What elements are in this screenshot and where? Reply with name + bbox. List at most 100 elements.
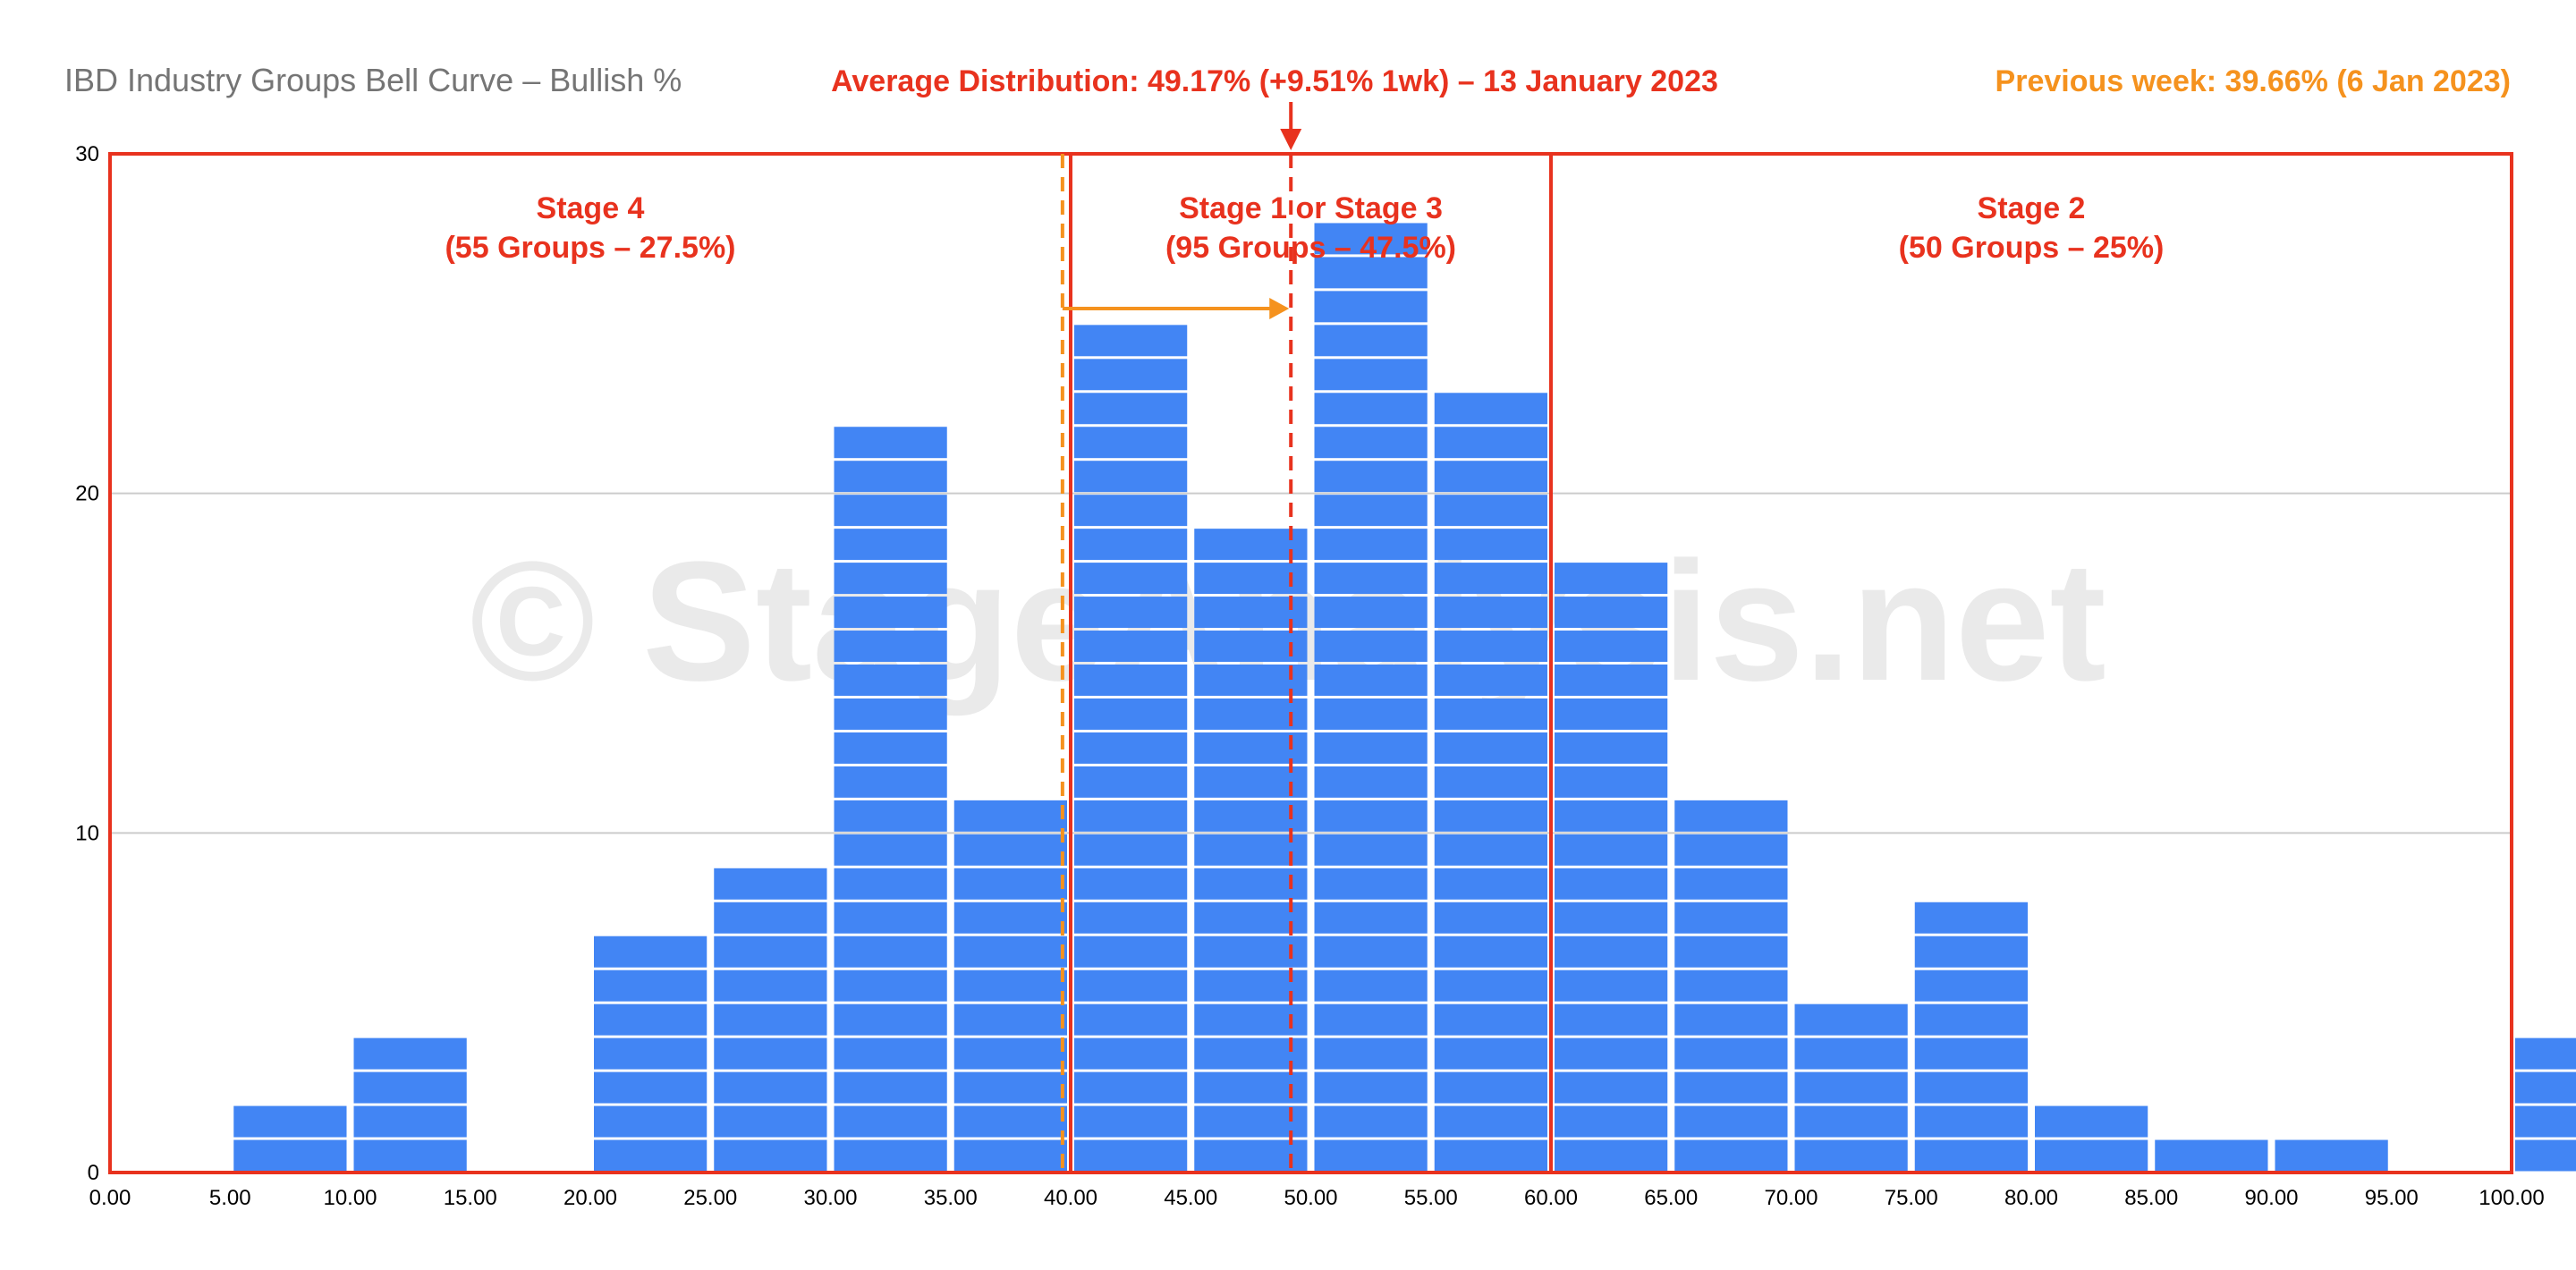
bar-cell <box>1194 1105 1308 1138</box>
bar-cell <box>1555 902 1668 934</box>
bar-cell <box>953 1037 1067 1070</box>
bar-90-95 <box>2275 1139 2388 1172</box>
bar-cell <box>1434 936 1547 968</box>
bar-cell <box>1314 529 1428 561</box>
y-tick-label-20: 20 <box>75 482 99 506</box>
stage-label-1: Stage 4 <box>537 191 645 225</box>
bar-cell <box>1555 969 1668 1002</box>
bar-60-65 <box>1555 563 1668 1172</box>
bar-cell <box>353 1037 467 1070</box>
bar-cell <box>1314 597 1428 629</box>
bar-cell <box>1314 1037 1428 1070</box>
bar-cell <box>1914 1071 2028 1104</box>
bar-cell <box>1074 359 1188 391</box>
bar-cell <box>1434 495 1547 527</box>
bar-cell <box>1314 1139 1428 1172</box>
x-tick-label-75: 75.00 <box>1885 1186 1938 1210</box>
bar-cell <box>1194 1003 1308 1036</box>
bar-cell <box>1074 393 1188 425</box>
bar-10-15 <box>353 1037 467 1172</box>
bar-cell <box>1194 936 1308 968</box>
x-tick-label-0: 0.00 <box>89 1186 131 1210</box>
bar-100-105 <box>2515 1037 2576 1172</box>
bar-cell <box>1434 461 1547 493</box>
bar-cell <box>834 1105 947 1138</box>
bar-cell <box>1555 834 1668 866</box>
bar-cell <box>1914 969 2028 1002</box>
bar-cell <box>594 936 708 968</box>
bar-cell <box>1194 597 1308 629</box>
bar-cell <box>834 800 947 832</box>
bar-cell <box>1074 936 1188 968</box>
bar-cell <box>953 902 1067 934</box>
bar-cell <box>953 834 1067 866</box>
bar-85-90 <box>2155 1139 2268 1172</box>
average-distribution-title: Average Distribution: 49.17% (+9.51% 1wk… <box>831 64 1718 98</box>
bar-cell <box>953 1105 1067 1138</box>
bar-cell <box>2035 1105 2148 1138</box>
bar-cell <box>1555 766 1668 798</box>
stage-detail-1: (55 Groups – 27.5%) <box>445 231 735 265</box>
x-tick-label-5: 5.00 <box>209 1186 251 1210</box>
bar-cell <box>1074 732 1188 764</box>
bar-cell <box>1434 766 1547 798</box>
bar-cell <box>1314 223 1428 255</box>
bar-cell <box>834 1139 947 1172</box>
average-pointer-arrowhead <box>1280 129 1302 150</box>
bar-cell <box>1674 1037 1788 1070</box>
bar-cell <box>594 969 708 1002</box>
bar-cell <box>1434 665 1547 696</box>
bar-cell <box>1194 1071 1308 1104</box>
stage-label-2: Stage 1 or Stage 3 <box>1179 191 1443 225</box>
bar-55-60 <box>1434 393 1547 1172</box>
x-tick-label-30: 30.00 <box>803 1186 857 1210</box>
bar-cell <box>1074 461 1188 493</box>
bar-5-10 <box>233 1105 347 1172</box>
bar-cell <box>834 529 947 561</box>
bar-cell <box>834 698 947 730</box>
bar-cell <box>714 868 827 900</box>
bar-cell <box>1074 563 1188 595</box>
stage-detail-2: (95 Groups – 47.5%) <box>1165 231 1456 265</box>
y-tick-label-10: 10 <box>75 821 99 845</box>
bar-cell <box>2035 1139 2148 1172</box>
bar-40-45 <box>1074 325 1188 1172</box>
bar-cell <box>1314 1003 1428 1036</box>
bar-cell <box>834 834 947 866</box>
bar-cell <box>834 868 947 900</box>
bar-cell <box>1074 1037 1188 1070</box>
bar-cell <box>1194 800 1308 832</box>
bar-cell <box>1434 732 1547 764</box>
bar-cell <box>1314 393 1428 425</box>
bar-75-80 <box>1914 902 2028 1172</box>
bar-cell <box>1314 631 1428 662</box>
previous-week-title: Previous week: 39.66% (6 Jan 2023) <box>1996 64 2511 98</box>
x-tick-label-25: 25.00 <box>683 1186 737 1210</box>
bar-cell <box>1314 359 1428 391</box>
bar-cell <box>1314 969 1428 1002</box>
bar-cell <box>353 1071 467 1104</box>
bar-cell <box>1434 1105 1547 1138</box>
bar-cell <box>1074 1105 1188 1138</box>
bar-cell <box>1674 902 1788 934</box>
bar-cell <box>1914 902 2028 934</box>
bar-cell <box>1194 698 1308 730</box>
bar-cell <box>1555 1071 1668 1104</box>
bar-cell <box>1434 698 1547 730</box>
chart-title: IBD Industry Groups Bell Curve – Bullish… <box>64 62 682 98</box>
x-tick-label-100: 100.00 <box>2479 1186 2544 1210</box>
x-tick-label-20: 20.00 <box>564 1186 617 1210</box>
bar-cell <box>2515 1105 2576 1138</box>
bar-cell <box>1194 563 1308 595</box>
bar-cell <box>2515 1071 2576 1104</box>
bar-cell <box>1434 800 1547 832</box>
x-tick-label-95: 95.00 <box>2365 1186 2419 1210</box>
bar-cell <box>1434 427 1547 459</box>
bar-cell <box>1674 1003 1788 1036</box>
bar-cell <box>2155 1139 2268 1172</box>
bar-cell <box>1074 665 1188 696</box>
bar-cell <box>353 1139 467 1172</box>
bar-50-55 <box>1314 223 1428 1172</box>
bar-cell <box>1434 1071 1547 1104</box>
